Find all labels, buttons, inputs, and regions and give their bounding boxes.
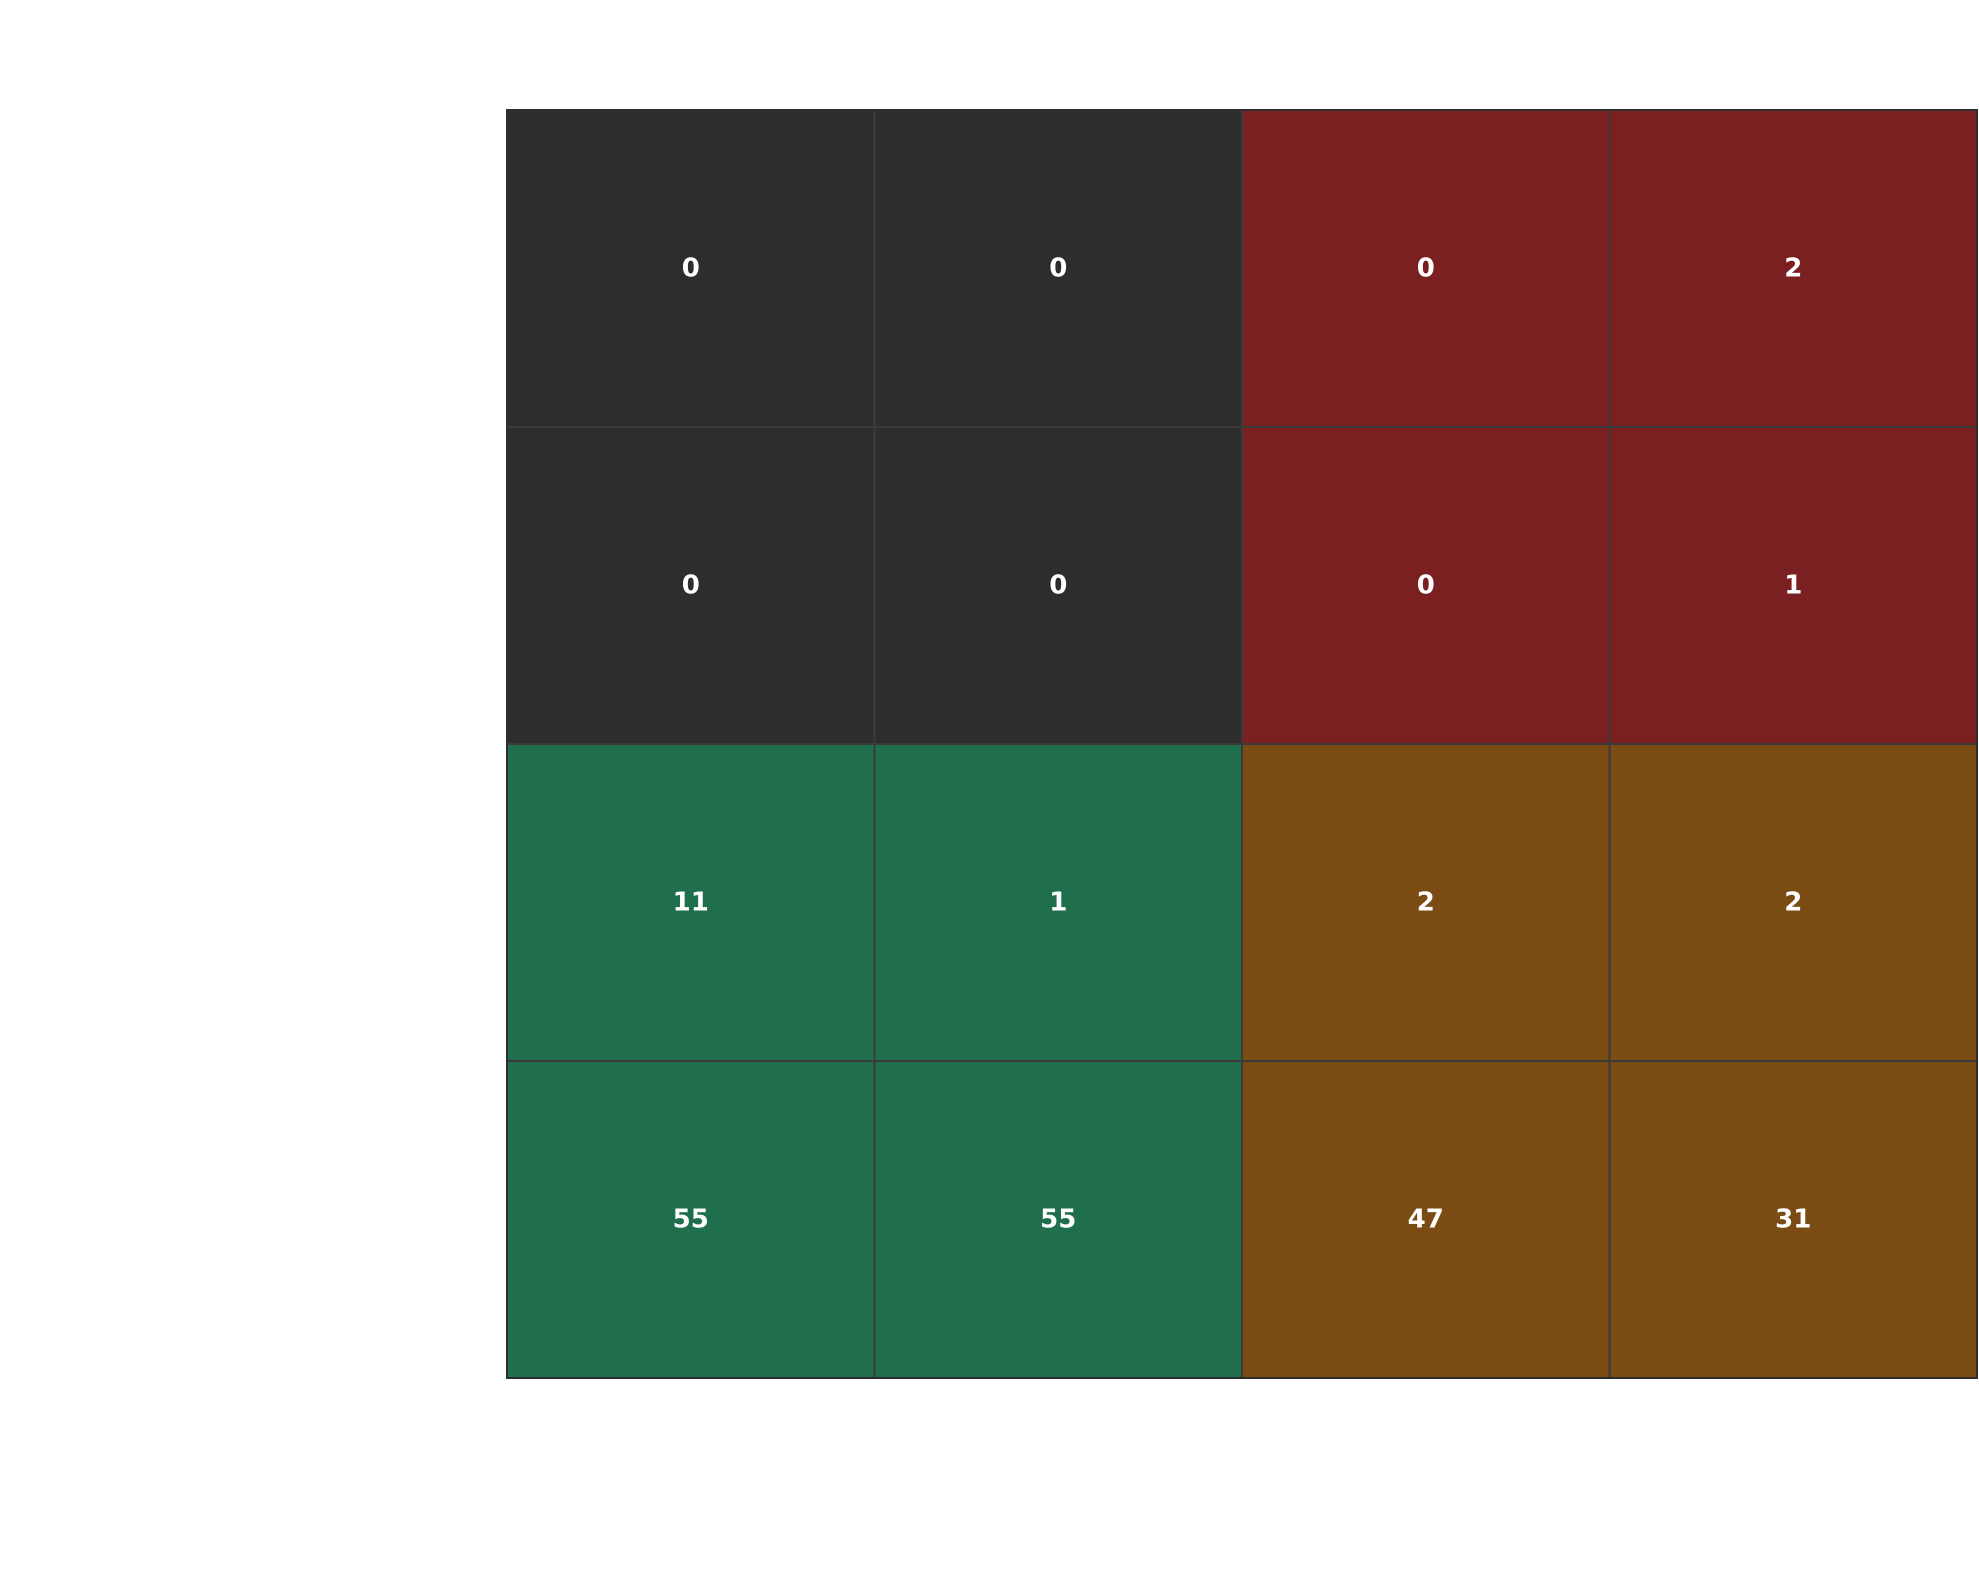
heatmap-cell-r2-c1 bbox=[873, 743, 1243, 1062]
heatmap-cell-r0-c0 bbox=[506, 109, 876, 428]
heatmap-cell-r1-c2 bbox=[1241, 426, 1611, 745]
heatmap-value-label-r1-c1: 0 bbox=[1049, 571, 1067, 601]
heatmap-value-label-r2-c0: 11 bbox=[673, 888, 709, 918]
heatmap-value-label-r1-c3: 1 bbox=[1784, 571, 1802, 601]
heatmap-cell-r3-c2 bbox=[1241, 1060, 1611, 1379]
heatmap-cell-r0-c1 bbox=[873, 109, 1243, 428]
heatmap-cell-r0-c3 bbox=[1608, 109, 1978, 428]
heatmap-value-label-r2-c2: 2 bbox=[1417, 888, 1435, 918]
heatmap-value-label-r1-c0: 0 bbox=[682, 571, 700, 601]
heatmap-value-label-r2-c1: 1 bbox=[1049, 888, 1067, 918]
heatmap-value-label-r0-c3: 2 bbox=[1784, 254, 1802, 284]
heatmap-cell-r3-c0 bbox=[506, 1060, 876, 1379]
heatmap-value-label-r3-c1: 55 bbox=[1040, 1205, 1076, 1235]
heatmap-cells bbox=[506, 109, 1978, 1379]
heatmap-value-label-r3-c3: 31 bbox=[1775, 1205, 1811, 1235]
heatmap-value-labels: 0 0 0 20 0 0 111 1 2 255 55 47 31 bbox=[673, 254, 1812, 1235]
heatmap-cell-r3-c1 bbox=[873, 1060, 1243, 1379]
heatmap-value-label-r0-c1: 0 bbox=[1049, 254, 1067, 284]
heatmap-value-label-r2-c3: 2 bbox=[1784, 888, 1802, 918]
heatmap-value-label-r3-c0: 55 bbox=[673, 1205, 709, 1235]
heatmap-cell-r3-c3 bbox=[1608, 1060, 1978, 1379]
heatmap-cell-r1-c3 bbox=[1608, 426, 1978, 745]
heatmap-value-label-r1-c2: 0 bbox=[1417, 571, 1435, 601]
heatmap-value-label-r0-c2: 0 bbox=[1417, 254, 1435, 284]
heatmap-value-label-r3-c2: 47 bbox=[1408, 1205, 1444, 1235]
heatmap-cell-r1-c1 bbox=[873, 426, 1243, 745]
heatmap-cell-r2-c3 bbox=[1608, 743, 1978, 1062]
heatmap-frame bbox=[506, 109, 1978, 1379]
heatmap-cell-r1-c0 bbox=[506, 426, 876, 745]
heatmap-value-label-r0-c0: 0 bbox=[682, 254, 700, 284]
